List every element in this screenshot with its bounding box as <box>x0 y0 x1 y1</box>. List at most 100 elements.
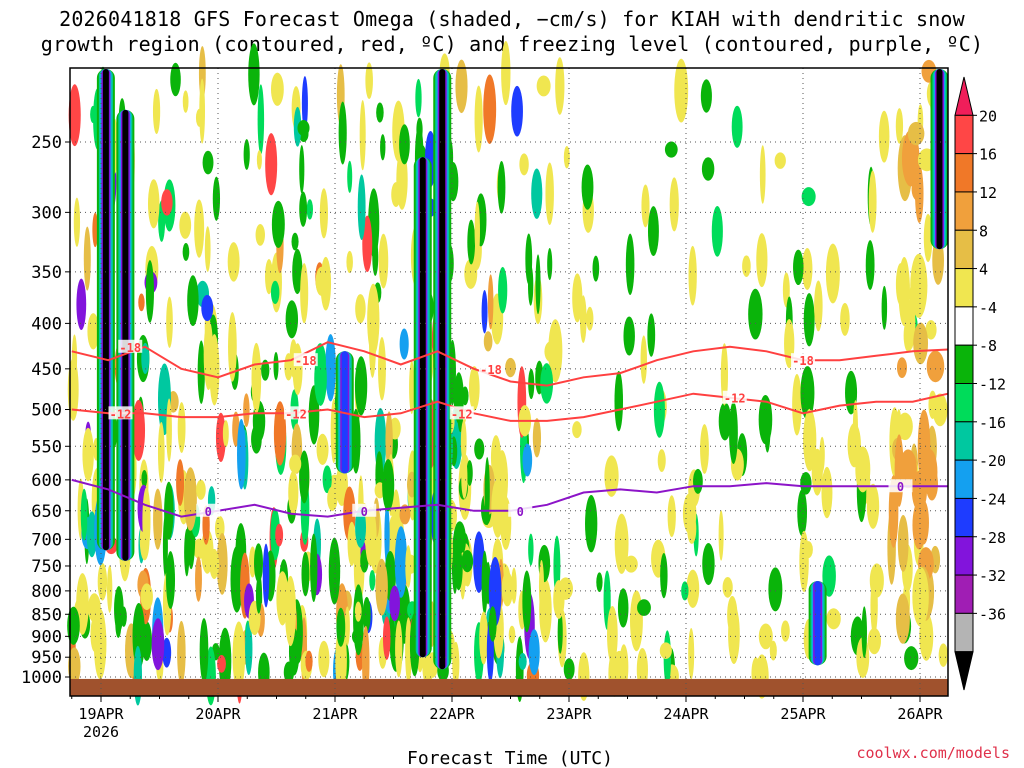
omega-cell <box>375 558 388 616</box>
omega-cell <box>664 141 678 158</box>
y-tick-label: 800 <box>31 582 62 602</box>
omega-cell <box>729 401 738 465</box>
omega-cell <box>881 285 888 330</box>
omega-cell <box>474 85 483 153</box>
omega-cell <box>372 237 379 276</box>
omega-cell <box>553 579 565 619</box>
omega-cell <box>391 182 401 207</box>
ascent-core-layer <box>439 69 446 670</box>
omega-cell <box>487 274 494 330</box>
omega-cell <box>667 495 676 538</box>
omega-cell <box>365 62 373 99</box>
omega-cell <box>793 249 804 286</box>
omega-cell <box>522 443 533 477</box>
x-tick-label: 23APR <box>546 705 592 723</box>
omega-cell <box>243 139 250 170</box>
omega-cell <box>97 562 108 601</box>
omega-cell <box>328 537 341 605</box>
omega-cell <box>87 593 101 623</box>
omega-cell <box>382 616 391 660</box>
omega-cell <box>555 57 565 115</box>
colorbar-segment <box>954 536 974 576</box>
omega-cell <box>800 471 812 495</box>
omega-cell <box>681 581 689 601</box>
omega-cell <box>378 337 386 401</box>
omega-cell <box>460 420 467 463</box>
omega-cell <box>688 245 697 306</box>
colorbar-segment <box>954 306 974 346</box>
omega-cell <box>83 226 91 291</box>
omega-cell <box>878 110 890 163</box>
omega-cell <box>938 643 948 667</box>
omega-cell <box>535 254 541 315</box>
omega-cell <box>466 460 473 486</box>
omega-cell <box>688 628 695 680</box>
omega-cell <box>271 200 285 249</box>
colorbar-segment <box>954 344 974 384</box>
contour-line-minus12 <box>71 392 949 422</box>
contour-label: 0 <box>517 505 524 519</box>
omega-cell <box>532 418 542 458</box>
omega-cell <box>161 189 173 216</box>
omega-cell <box>164 481 174 540</box>
contour-label: -18 <box>295 354 317 368</box>
contour-label: -18 <box>119 341 141 355</box>
contour-label-bg <box>284 406 308 420</box>
y-tick-label: 250 <box>31 133 62 153</box>
omega-cell <box>183 467 197 531</box>
omega-cell <box>686 569 700 608</box>
omega-shading <box>67 40 948 706</box>
omega-cell <box>464 258 478 289</box>
omega-cell <box>255 576 262 614</box>
omega-cell <box>781 620 790 642</box>
omega-cell <box>585 495 598 553</box>
omega-cell <box>284 575 297 647</box>
contour-label-bg <box>722 390 747 404</box>
contour-label-bg <box>508 503 533 517</box>
omega-cell <box>166 398 172 462</box>
colorbar-label: -28 <box>979 529 1006 547</box>
colorbar-top-arrow <box>954 76 974 116</box>
omega-cell <box>557 610 563 654</box>
omega-cell <box>629 590 643 652</box>
y-tick-label: 850 <box>31 605 62 625</box>
omega-cell <box>461 456 468 499</box>
chart-title-line-1: 2026041818 GFS Forecast Omega (shaded, −… <box>59 7 965 31</box>
omega-cell <box>653 381 665 438</box>
omega-cell <box>866 483 880 529</box>
omega-cell <box>319 188 328 239</box>
omega-cell <box>346 250 353 274</box>
omega-cell <box>261 359 270 381</box>
colorbar-label: -36 <box>979 605 1006 623</box>
omega-cell <box>359 100 366 171</box>
colorbar-label: -24 <box>979 490 1006 508</box>
omega-cell <box>251 342 262 414</box>
omega-cell <box>107 565 113 613</box>
omega-cell <box>742 255 751 277</box>
omega-cell <box>237 418 246 490</box>
omega-cell <box>799 530 809 593</box>
omega-cell <box>176 459 185 506</box>
ascent-core-layer <box>102 69 109 551</box>
omega-cell <box>912 567 929 627</box>
omega-cell <box>596 572 603 593</box>
omega-cell <box>657 449 666 472</box>
y-tick-label: 550 <box>31 437 62 457</box>
omega-cell <box>898 257 910 327</box>
omega-cell <box>868 170 877 233</box>
omega-cell <box>904 646 919 671</box>
omega-cell <box>316 433 329 465</box>
x-tick-label: 20APR <box>195 705 241 723</box>
omega-cell <box>347 521 357 566</box>
y-tick-label: 650 <box>31 502 62 522</box>
omega-cell <box>132 399 146 461</box>
omega-cell <box>297 119 310 137</box>
colorbar-label: -8 <box>979 337 997 355</box>
omega-cell <box>182 90 189 113</box>
omega-cell <box>376 102 384 123</box>
contour-label-bg <box>293 353 318 367</box>
omega-cell <box>257 84 265 155</box>
omega-cell <box>481 290 488 334</box>
omega-cell <box>306 199 314 220</box>
omega-cell <box>774 152 786 169</box>
